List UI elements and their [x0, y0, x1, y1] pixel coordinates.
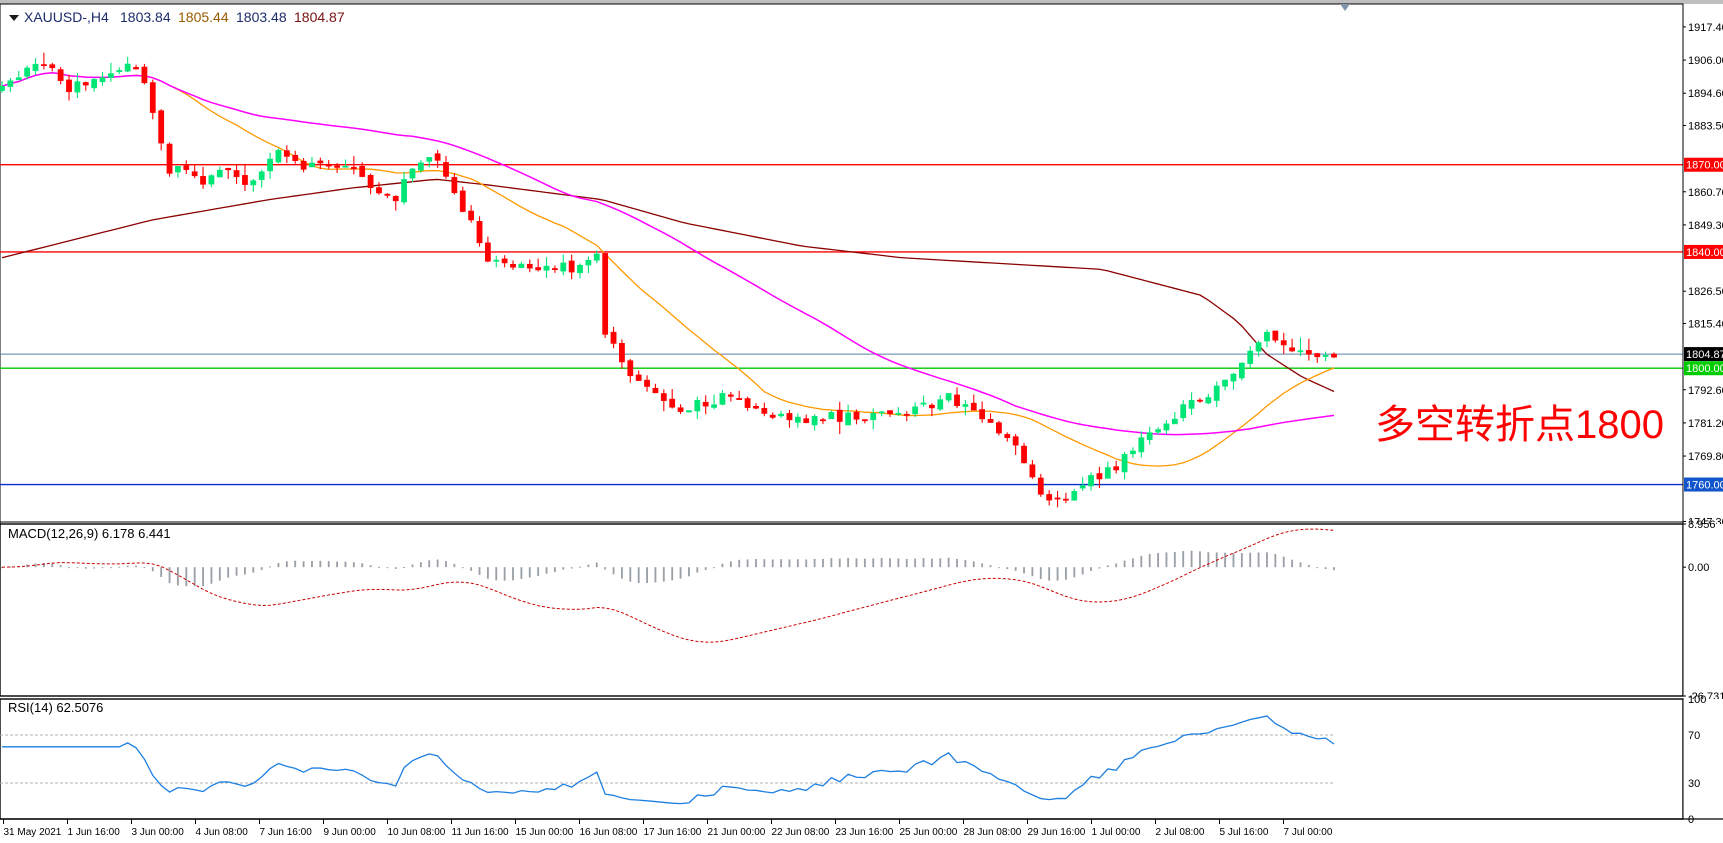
svg-text:1792.60: 1792.60 [1688, 385, 1723, 397]
svg-text:1870.00: 1870.00 [1686, 160, 1723, 172]
svg-text:RSI(14) 62.5076: RSI(14) 62.5076 [8, 700, 103, 715]
svg-text:1 Jul 00:00: 1 Jul 00:00 [1092, 827, 1141, 838]
svg-text:70: 70 [1688, 730, 1700, 742]
svg-text:9 Jun 00:00: 9 Jun 00:00 [324, 827, 377, 838]
svg-text:1803.84: 1803.84 [120, 9, 171, 25]
svg-text:16 Jun 08:00: 16 Jun 08:00 [580, 827, 638, 838]
svg-text:1826.50: 1826.50 [1688, 286, 1723, 298]
svg-text:XAUUSD-,H4: XAUUSD-,H4 [24, 9, 109, 25]
svg-text:多空转折点1800: 多空转折点1800 [1375, 403, 1664, 447]
svg-text:1883.50: 1883.50 [1688, 120, 1723, 132]
svg-text:1 Jun 16:00: 1 Jun 16:00 [68, 827, 121, 838]
svg-text:17 Jun 16:00: 17 Jun 16:00 [644, 827, 702, 838]
svg-text:MACD(12,26,9) 6.178 6.441: MACD(12,26,9) 6.178 6.441 [8, 526, 171, 541]
svg-text:7 Jun 16:00: 7 Jun 16:00 [260, 827, 313, 838]
svg-text:23 Jun 16:00: 23 Jun 16:00 [836, 827, 894, 838]
svg-text:1840.00: 1840.00 [1686, 247, 1723, 259]
svg-text:3 Jun 00:00: 3 Jun 00:00 [132, 827, 185, 838]
svg-text:1849.30: 1849.30 [1688, 220, 1723, 232]
svg-text:1803.48: 1803.48 [236, 9, 287, 25]
svg-text:1760.00: 1760.00 [1686, 480, 1723, 492]
svg-text:8.956: 8.956 [1688, 519, 1716, 531]
svg-text:1860.70: 1860.70 [1688, 187, 1723, 199]
svg-text:1906.00: 1906.00 [1688, 55, 1723, 67]
svg-text:21 Jun 00:00: 21 Jun 00:00 [708, 827, 766, 838]
svg-text:5 Jul 16:00: 5 Jul 16:00 [1220, 827, 1269, 838]
svg-text:11 Jun 16:00: 11 Jun 16:00 [452, 827, 510, 838]
svg-text:4 Jun 08:00: 4 Jun 08:00 [196, 827, 249, 838]
svg-text:30: 30 [1688, 778, 1700, 790]
svg-text:1804.87: 1804.87 [294, 9, 345, 25]
svg-text:1800.00: 1800.00 [1686, 363, 1723, 375]
svg-text:2 Jul 08:00: 2 Jul 08:00 [1156, 827, 1205, 838]
svg-text:1805.44: 1805.44 [178, 9, 229, 25]
svg-text:100: 100 [1688, 694, 1706, 706]
svg-text:7 Jul 00:00: 7 Jul 00:00 [1284, 827, 1333, 838]
svg-text:1815.40: 1815.40 [1688, 318, 1723, 330]
svg-text:1894.60: 1894.60 [1688, 88, 1723, 100]
svg-text:1781.20: 1781.20 [1688, 418, 1723, 430]
svg-text:25 Jun 00:00: 25 Jun 00:00 [900, 827, 958, 838]
svg-text:15 Jun 00:00: 15 Jun 00:00 [516, 827, 574, 838]
svg-text:1804.87: 1804.87 [1686, 349, 1723, 361]
svg-text:0: 0 [1688, 814, 1694, 826]
svg-text:10 Jun 08:00: 10 Jun 08:00 [388, 827, 446, 838]
svg-text:22 Jun 08:00: 22 Jun 08:00 [772, 827, 830, 838]
svg-text:31 May 2021: 31 May 2021 [4, 827, 62, 838]
svg-text:0.00: 0.00 [1688, 562, 1709, 574]
svg-text:28 Jun 08:00: 28 Jun 08:00 [964, 827, 1022, 838]
svg-text:1769.80: 1769.80 [1688, 451, 1723, 463]
svg-text:29 Jun 16:00: 29 Jun 16:00 [1028, 827, 1086, 838]
svg-text:1917.40: 1917.40 [1688, 22, 1723, 34]
